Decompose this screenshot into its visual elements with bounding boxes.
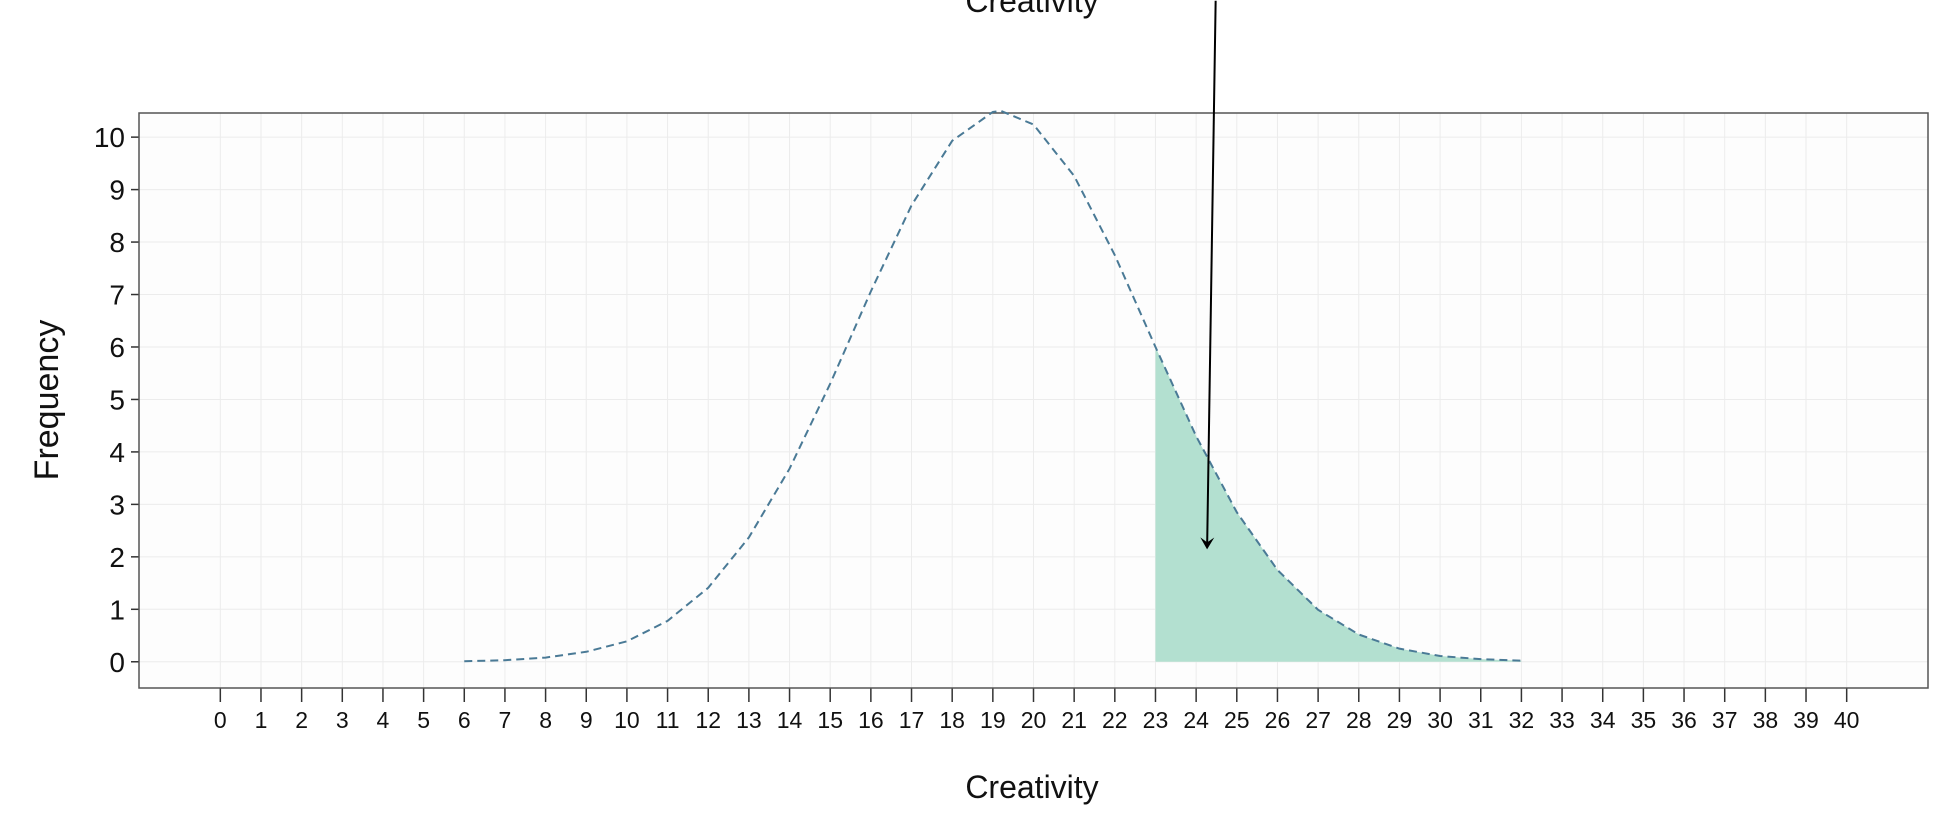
x-tick-label: 1	[255, 707, 268, 733]
x-tick-label: 13	[736, 707, 762, 733]
x-tick-label: 0	[214, 707, 227, 733]
y-tick-label: 0	[109, 647, 125, 678]
x-tick-label: 18	[939, 707, 965, 733]
x-tick-label: 19	[980, 707, 1006, 733]
x-tick-label: 21	[1061, 707, 1087, 733]
x-tick-label: 14	[777, 707, 803, 733]
x-tick-label: 38	[1753, 707, 1779, 733]
annotation-arrow	[1200, 0, 1217, 550]
x-tick-label: 15	[817, 707, 843, 733]
x-tick-label: 40	[1834, 707, 1860, 733]
x-tick-label: 25	[1224, 707, 1250, 733]
y-tick-label: 2	[109, 542, 125, 573]
x-tick-label: 17	[899, 707, 925, 733]
x-tick-label: 39	[1793, 707, 1819, 733]
x-tick-label: 20	[1021, 707, 1047, 733]
x-axis-label: Creativity	[965, 769, 1098, 805]
y-tick-label: 6	[109, 332, 125, 363]
x-tick-label: 11	[656, 707, 680, 733]
x-tick-label: 37	[1712, 707, 1738, 733]
x-tick-label: 28	[1346, 707, 1372, 733]
x-tick-label: 36	[1671, 707, 1697, 733]
chart-title: Creativity	[965, 0, 1098, 19]
x-tick-label: 23	[1143, 707, 1169, 733]
x-tick-label: 4	[377, 707, 390, 733]
y-tick-label: 4	[109, 437, 125, 468]
x-tick-label: 12	[695, 707, 721, 733]
x-tick-label: 33	[1549, 707, 1575, 733]
plot-frame	[138, 112, 1929, 689]
x-tick-label: 24	[1183, 707, 1209, 733]
x-tick-label: 30	[1427, 707, 1453, 733]
x-tick-label: 5	[417, 707, 430, 733]
shaded-area	[1155, 346, 1522, 662]
y-tick-label: 3	[109, 489, 125, 520]
y-tick-label: 7	[109, 280, 125, 311]
x-tick-label: 10	[614, 707, 640, 733]
x-tick-label: 31	[1468, 707, 1494, 733]
y-axis-label: Frequency	[28, 320, 66, 481]
density-curve	[464, 109, 1522, 663]
x-tick-label: 9	[580, 707, 593, 733]
y-tick-label: 10	[94, 122, 125, 153]
x-tick-label: 2	[295, 707, 308, 733]
x-tick-label: 35	[1631, 707, 1657, 733]
x-tick-label: 34	[1590, 707, 1616, 733]
y-tick-label: 9	[109, 175, 125, 206]
y-tick-label: 5	[109, 384, 125, 415]
x-tick-label: 26	[1265, 707, 1291, 733]
y-tick-label: 1	[109, 594, 125, 625]
x-tick-label: 22	[1102, 707, 1128, 733]
x-tick-label: 16	[858, 707, 884, 733]
x-tick-label: 7	[499, 707, 512, 733]
x-tick-label: 8	[539, 707, 552, 733]
x-tick-label: 27	[1305, 707, 1331, 733]
x-tick-label: 29	[1387, 707, 1413, 733]
y-tick-label: 8	[109, 227, 125, 258]
x-tick-label: 32	[1509, 707, 1535, 733]
x-tick-label: 6	[458, 707, 471, 733]
x-tick-label: 3	[336, 707, 349, 733]
